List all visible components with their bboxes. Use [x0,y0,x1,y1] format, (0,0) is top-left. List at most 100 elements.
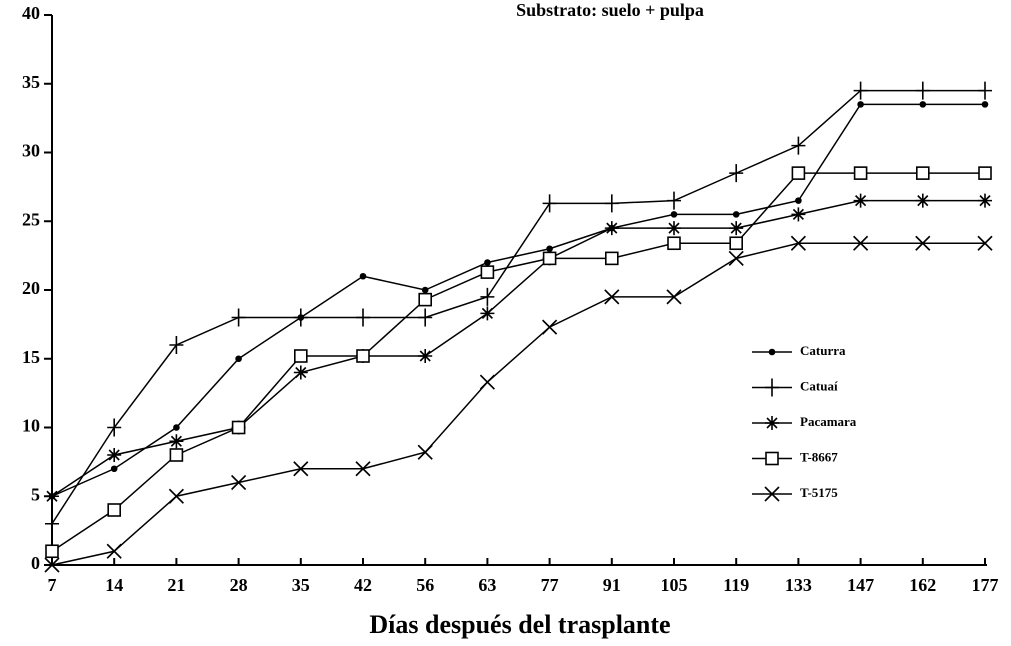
y-tick-label: 5 [31,484,40,504]
marker [480,306,495,321]
y-tick-label: 25 [22,209,40,229]
legend-label: T-8667 [800,449,838,464]
x-tick-label: 14 [105,575,123,595]
marker [293,365,308,380]
marker [670,211,678,218]
marker [418,349,433,363]
marker [542,251,557,266]
marker [418,292,433,307]
y-tick-label: 0 [31,553,40,573]
marker [667,221,681,236]
legend-label: Catuaí [800,378,838,393]
marker [356,349,370,363]
marker [542,194,557,213]
x-axis-label: Días después del trasplante [369,610,670,639]
marker [355,461,371,477]
y-tick-label: 15 [22,347,40,367]
marker [915,235,931,251]
marker [604,221,619,236]
marker [667,191,681,210]
marker [168,488,184,504]
marker [666,289,682,305]
x-tick-label: 63 [478,575,496,595]
x-tick-label: 91 [603,575,621,595]
marker [728,250,744,266]
series-line [51,89,985,525]
marker [791,207,806,222]
marker [795,197,802,204]
marker [110,465,118,473]
marker [604,289,620,305]
marker [484,259,491,266]
marker [768,348,776,356]
legend-label: Pacamara [800,414,857,429]
marker [978,166,992,180]
marker [853,193,868,208]
marker [169,434,184,449]
series-line [51,103,985,497]
marker [44,557,60,573]
marker [764,486,780,502]
marker [765,416,779,430]
y-tick-label: 10 [22,416,40,436]
marker [107,448,122,462]
marker [546,245,553,253]
marker [915,81,930,100]
marker [480,287,495,306]
x-tick-label: 162 [909,575,936,595]
y-tick-label: 35 [22,72,40,92]
x-tick-label: 77 [541,575,559,595]
marker [418,308,433,327]
marker [542,319,558,335]
marker [173,424,180,431]
x-tick-label: 7 [48,575,57,595]
marker [915,193,930,208]
marker [356,308,370,327]
marker [765,451,779,466]
marker [480,265,495,279]
x-tick-label: 133 [785,575,812,595]
marker [729,221,744,236]
marker [107,418,122,437]
x-tick-label: 28 [230,575,248,595]
marker [421,286,429,294]
series-line [51,242,985,566]
x-tick-label: 105 [661,575,688,595]
x-tick-label: 42 [354,575,372,595]
marker [765,378,779,397]
x-tick-label: 35 [292,575,310,595]
series-line [51,172,985,552]
marker [293,349,308,363]
marker [231,308,246,327]
marker [479,374,495,390]
marker [45,489,59,504]
x-tick-label: 119 [723,575,749,595]
marker [235,355,242,363]
marker [293,461,309,477]
marker [293,308,308,327]
marker [857,101,864,108]
x-tick-label: 147 [847,575,874,595]
marker [604,194,619,213]
x-tick-label: 56 [416,575,434,595]
marker [915,166,930,180]
legend-label: T-5175 [800,485,838,500]
marker [604,251,619,266]
marker [791,136,806,155]
marker [978,193,992,208]
y-tick-label: 20 [22,278,40,298]
series-line [51,199,985,497]
y-tick-label: 30 [22,141,40,161]
marker [791,166,806,180]
marker [169,448,184,462]
marker [231,420,246,435]
marker [359,272,367,280]
marker [45,514,59,533]
marker [919,101,927,108]
x-tick-label: 21 [167,575,185,595]
marker [729,164,744,183]
marker [729,236,744,251]
legend-label: Caturra [800,343,846,358]
marker [732,211,740,218]
